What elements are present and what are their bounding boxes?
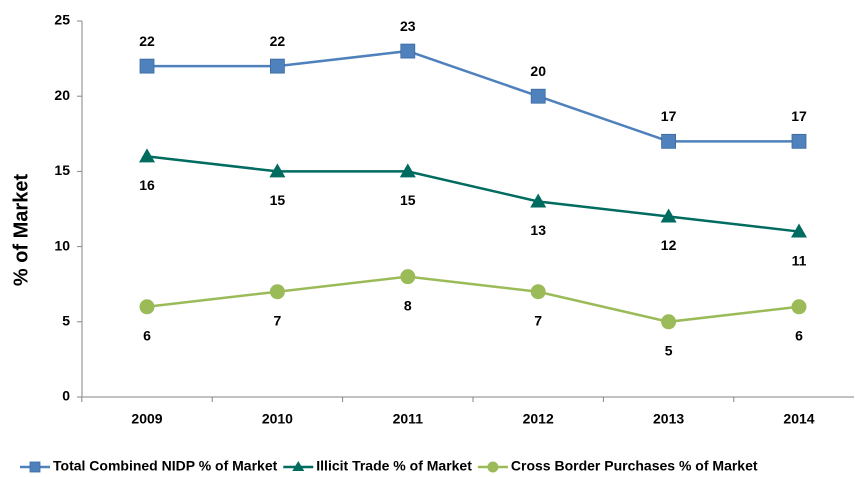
y-tick-label: 15: [54, 162, 70, 178]
data-label: 22: [270, 33, 286, 49]
legend-label: Illicit Trade % of Market: [316, 458, 472, 474]
data-label: 13: [530, 222, 546, 238]
data-label: 15: [400, 192, 416, 208]
data-point: [530, 193, 547, 208]
data-point: [530, 88, 546, 104]
data-point: [791, 133, 807, 149]
data-label: 11: [792, 252, 807, 268]
data-label: 12: [661, 237, 677, 253]
data-point: [791, 223, 807, 238]
series-line: [146, 275, 800, 324]
x-tick-label: 2009: [131, 411, 162, 427]
data-label: 8: [404, 297, 412, 313]
data-label: 20: [530, 63, 546, 79]
x-tick-label: 2011: [393, 411, 424, 427]
data-label: 17: [661, 108, 677, 124]
data-point: [139, 299, 155, 315]
y-tick-label: 0: [62, 388, 70, 404]
data-point: [530, 284, 546, 300]
data-label: 23: [400, 18, 416, 34]
data-point: [139, 148, 155, 163]
x-tick-label: 2010: [262, 411, 293, 427]
data-label: 6: [795, 327, 803, 343]
data-point: [400, 43, 416, 59]
legend-marker: [487, 461, 499, 473]
legend-marker: [292, 461, 305, 471]
data-point: [139, 58, 155, 74]
legend-label: Cross Border Purchases % of Market: [511, 458, 758, 474]
data-label: 6: [143, 327, 151, 343]
legend-label: Total Combined NIDP % of Market: [53, 458, 278, 474]
data-point: [269, 163, 286, 178]
series-line: [146, 155, 800, 233]
data-label: 7: [534, 312, 542, 328]
data-point: [661, 133, 676, 149]
data-point: [660, 208, 677, 223]
data-point: [661, 314, 677, 330]
data-label: 7: [274, 312, 282, 328]
data-label: 16: [139, 177, 155, 193]
x-tick-label: 2014: [783, 411, 814, 427]
data-point: [269, 284, 285, 300]
y-tick-label: 25: [54, 12, 70, 28]
y-axis-label: % of Market: [10, 174, 32, 287]
data-point: [399, 163, 416, 178]
data-label: 5: [665, 343, 673, 359]
series-line: [147, 49, 799, 143]
y-tick-label: 5: [62, 313, 70, 329]
data-point: [269, 58, 285, 74]
data-label: 15: [270, 192, 286, 208]
data-label: 17: [791, 108, 807, 124]
y-tick-label: 10: [54, 237, 70, 253]
data-point: [791, 299, 807, 315]
x-tick-label: 2012: [523, 411, 554, 427]
legend-marker: [29, 461, 41, 473]
y-tick-label: 20: [54, 87, 70, 103]
x-tick-label: 2013: [653, 411, 684, 427]
data-point: [400, 269, 416, 285]
data-label: 22: [139, 33, 155, 49]
